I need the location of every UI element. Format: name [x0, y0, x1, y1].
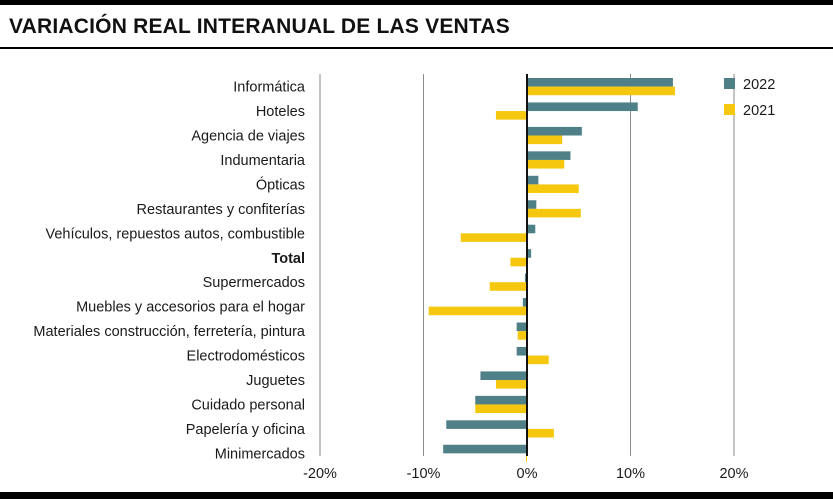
bar-2022-3	[527, 151, 571, 160]
bar-2021-11	[527, 355, 549, 365]
bar-2021-7	[510, 257, 527, 267]
bar-2021-1	[495, 111, 527, 120]
chart-title: VARIACIÓN REAL INTERANUAL DE LAS VENTAS	[9, 15, 510, 38]
x-tick-label: -20%	[303, 466, 337, 482]
bar-2022-13	[475, 395, 527, 405]
bar-2021-12	[495, 380, 527, 389]
category-label: Juguetes	[246, 373, 305, 389]
legend-swatch-2021	[724, 104, 735, 115]
category-label: Indumentaria	[220, 153, 306, 169]
category-label: Cuidado personal	[191, 397, 305, 413]
bar-2021-8	[489, 282, 527, 291]
bar-2022-5	[527, 200, 537, 209]
bar-2022-4	[527, 175, 539, 185]
category-label: Ópticas	[256, 176, 305, 193]
bar-2021-14	[527, 428, 554, 438]
bar-2022-7	[527, 249, 532, 258]
bar-2022-15	[443, 444, 527, 454]
x-tick-label: 10%	[616, 466, 645, 482]
bar-2022-11	[516, 346, 527, 356]
bar-2021-3	[527, 159, 565, 169]
category-label: Agencia de viajes	[191, 129, 305, 145]
top-border	[0, 0, 833, 5]
category-label: Restaurantes y confiterías	[137, 202, 305, 218]
bar-2022-12	[480, 371, 527, 380]
bar-2022-10	[516, 322, 527, 332]
category-label: Vehículos, repuestos autos, combustible	[45, 226, 305, 242]
title-divider	[0, 47, 833, 49]
category-label: Papelería y oficina	[186, 422, 306, 438]
category-label: Supermercados	[203, 275, 305, 291]
bar-2021-5	[527, 208, 581, 218]
bar-2022-0	[527, 78, 673, 87]
bar-2022-14	[446, 420, 527, 429]
category-label: Materiales construcción, ferretería, pin…	[33, 324, 306, 340]
category-label: Total	[271, 251, 305, 267]
bar-2022-9	[522, 298, 527, 307]
bar-2022-1	[527, 102, 638, 112]
bar-2022-2	[527, 126, 582, 136]
bar-2021-4	[527, 184, 579, 193]
category-label: Informática	[233, 80, 306, 96]
bar-2022-6	[527, 224, 536, 234]
category-label: Hoteles	[256, 104, 305, 120]
bottom-border	[0, 492, 833, 499]
bar-2021-6	[460, 233, 527, 242]
category-label: Minimercados	[215, 446, 305, 462]
bar-2021-10	[517, 331, 527, 340]
bar-2022-8	[524, 273, 527, 283]
legend-label-2021: 2021	[743, 103, 775, 119]
bar-2021-13	[475, 404, 527, 414]
bar-2021-9	[428, 306, 527, 316]
category-label: Muebles y accesorios para el hogar	[76, 300, 305, 316]
legend-swatch-2022	[724, 78, 735, 89]
x-tick-label: -10%	[407, 466, 441, 482]
x-tick-label: 0%	[517, 466, 538, 482]
legend-label-2022: 2022	[743, 77, 775, 93]
bar-2021-2	[527, 135, 563, 145]
category-label: Electrodomésticos	[187, 349, 305, 365]
bar-2021-0	[527, 86, 676, 96]
x-tick-label: 20%	[719, 466, 748, 482]
bar-2021-15	[525, 453, 527, 462]
